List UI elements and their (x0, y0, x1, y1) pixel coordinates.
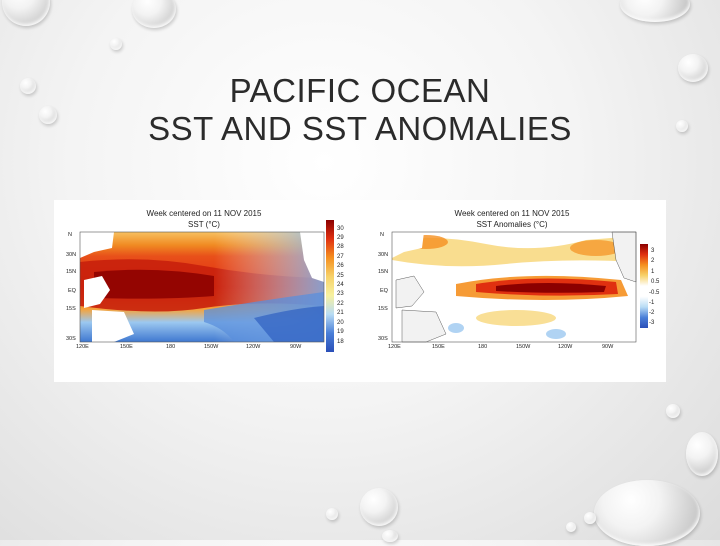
anomaly-colorbar-tick: 3 (651, 248, 655, 254)
sst-colorbar-tick: 25 (337, 273, 344, 279)
anomaly-colorbar (640, 244, 648, 328)
sst-colorbar (326, 220, 334, 352)
slide-title-line2: SST AND SST ANOMALIES (148, 110, 572, 147)
sst-colorbar-tick: 29 (337, 235, 344, 241)
sst-map-subtitle: SST (°C) (188, 220, 220, 229)
sst-colorbar-tick: 28 (337, 244, 344, 250)
sst-colorbar-tick: 26 (337, 263, 344, 269)
water-drop-decoration (594, 480, 700, 546)
anomaly-lon-label: 120E (388, 344, 401, 350)
sst-map-image (79, 231, 325, 343)
sst-colorbar-tick: 30 (337, 226, 344, 232)
anomaly-map-image (391, 231, 637, 343)
sst-lat-label: 30N (66, 252, 77, 258)
sst-lat-label: N (68, 232, 72, 238)
anomaly-colorbar-tick: -0.5 (649, 290, 660, 296)
sst-lat-label: 15N (66, 269, 77, 275)
sst-lon-label: 150W (204, 344, 219, 350)
sst-lon-label: 120E (76, 344, 89, 350)
water-drop-decoration (326, 508, 338, 520)
water-drop-decoration (666, 404, 680, 418)
water-drop-decoration (132, 0, 176, 28)
anomaly-lat-label: 30N (378, 252, 389, 258)
water-drop-decoration (382, 530, 398, 542)
sst-map-header: Week centered on 11 NOV 2015 (146, 209, 262, 218)
sst-colorbar-tick: 27 (337, 254, 344, 260)
sst-lat-label: 15S (66, 306, 76, 312)
sst-colorbar-tick: 18 (337, 339, 344, 345)
sst-colorbar-tick: 19 (337, 329, 344, 335)
anomaly-lat-label: 30S (378, 336, 388, 342)
sst-lon-label: 150E (120, 344, 133, 350)
water-drop-decoration (2, 0, 50, 26)
anomaly-lon-label: 180 (478, 344, 488, 350)
sst-lat-label: 30S (66, 336, 76, 342)
water-drop-decoration (20, 78, 36, 94)
sst-anomaly-map-panel: Week centered on 11 NOV 2015 SST Anomali… (366, 200, 666, 382)
water-drop-decoration (360, 488, 398, 526)
anomaly-lon-label: 90W (602, 344, 614, 350)
anomaly-lon-label: 150E (432, 344, 445, 350)
sst-colorbar-tick: 23 (337, 291, 344, 297)
water-drop-decoration (39, 106, 57, 124)
sst-lon-label: 120W (246, 344, 261, 350)
anomaly-map-subtitle: SST Anomalies (°C) (476, 220, 548, 229)
water-drop-decoration (620, 0, 690, 22)
anomaly-lon-label: 120W (558, 344, 573, 350)
sst-colorbar-tick: 24 (337, 282, 344, 288)
anomaly-lat-label: N (380, 232, 384, 238)
anomaly-lat-label: 15N (378, 269, 389, 275)
sst-colorbar-tick: 20 (337, 320, 344, 326)
water-drop-decoration (686, 432, 718, 476)
water-drop-decoration (566, 522, 576, 532)
slide-title: PACIFIC OCEAN SST AND SST ANOMALIES (0, 72, 720, 148)
sst-map-panel: Week centered on 11 NOV 2015 SST (°C) (54, 200, 366, 382)
anomaly-colorbar-tick: -2 (649, 310, 655, 316)
anomaly-colorbar-tick: 0.5 (651, 279, 660, 285)
anomaly-colorbar-tick: 1 (651, 269, 655, 275)
sst-lat-label: EQ (68, 288, 76, 294)
water-drop-decoration (584, 512, 596, 524)
anomaly-lon-label: 150W (516, 344, 531, 350)
anomaly-map-header: Week centered on 11 NOV 2015 (454, 209, 570, 218)
sst-lon-label: 180 (166, 344, 176, 350)
anomaly-lat-label: 15S (378, 306, 388, 312)
water-drop-decoration (678, 54, 708, 82)
anomaly-lat-label: EQ (380, 288, 388, 294)
slide-title-line1: PACIFIC OCEAN (229, 72, 491, 109)
anomaly-colorbar-tick: -1 (649, 300, 655, 306)
sst-lon-label: 90W (290, 344, 302, 350)
anomaly-colorbar-tick: -3 (649, 320, 655, 326)
anomaly-colorbar-tick: 2 (651, 258, 655, 264)
water-drop-decoration (676, 120, 688, 132)
sst-colorbar-tick: 22 (337, 301, 344, 307)
water-drop-decoration (110, 38, 122, 50)
sst-colorbar-tick: 21 (337, 310, 344, 316)
